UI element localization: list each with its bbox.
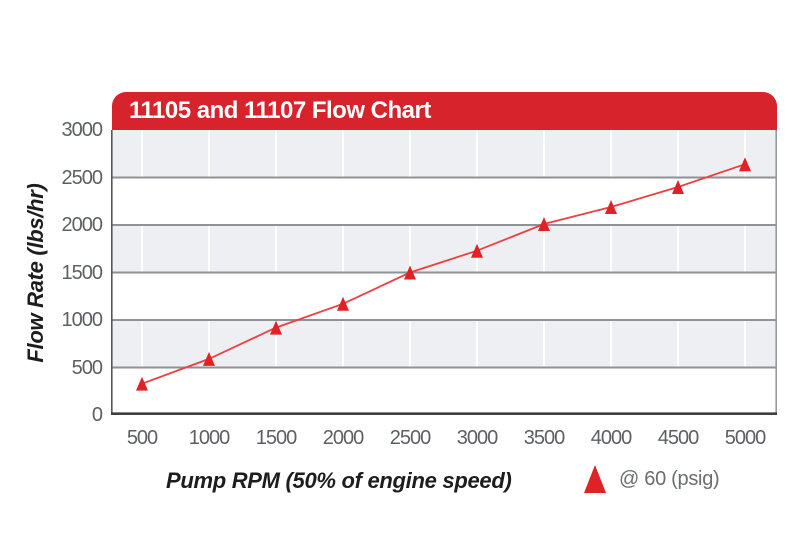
y-tick-label: 0 bbox=[91, 404, 103, 426]
x-tick-label: 2500 bbox=[389, 427, 431, 449]
y-tick-label: 1500 bbox=[61, 261, 104, 284]
x-tick-label: 2000 bbox=[322, 427, 364, 449]
y-tick-label: 2500 bbox=[61, 166, 104, 189]
legend-label: @ 60 (psig) bbox=[619, 467, 720, 490]
y-tick-label: 500 bbox=[71, 356, 103, 379]
x-tick-label: 3000 bbox=[456, 427, 498, 449]
x-tick-label: 1500 bbox=[255, 427, 297, 449]
x-tick-label: 4000 bbox=[590, 427, 632, 449]
x-tick-label: 3500 bbox=[523, 427, 565, 449]
x-tick-label: 5000 bbox=[724, 427, 766, 449]
chart-title-bar: 11105 and 11107 Flow Chart bbox=[112, 92, 777, 130]
legend-triangle-icon bbox=[584, 465, 606, 493]
x-axis-title: Pump RPM (50% of engine speed) bbox=[166, 468, 512, 493]
y-tick-label: 3000 bbox=[61, 119, 104, 141]
x-tick-label: 500 bbox=[126, 427, 158, 449]
y-tick-label: 1000 bbox=[61, 309, 104, 331]
x-tick-label: 4500 bbox=[657, 427, 699, 449]
chart-title: 11105 and 11107 Flow Chart bbox=[129, 97, 431, 124]
x-tick-label: 1000 bbox=[188, 427, 230, 449]
legend: @ 60 (psig) bbox=[584, 464, 720, 494]
y-tick-label: 2000 bbox=[61, 214, 104, 236]
plot-area bbox=[111, 130, 777, 415]
